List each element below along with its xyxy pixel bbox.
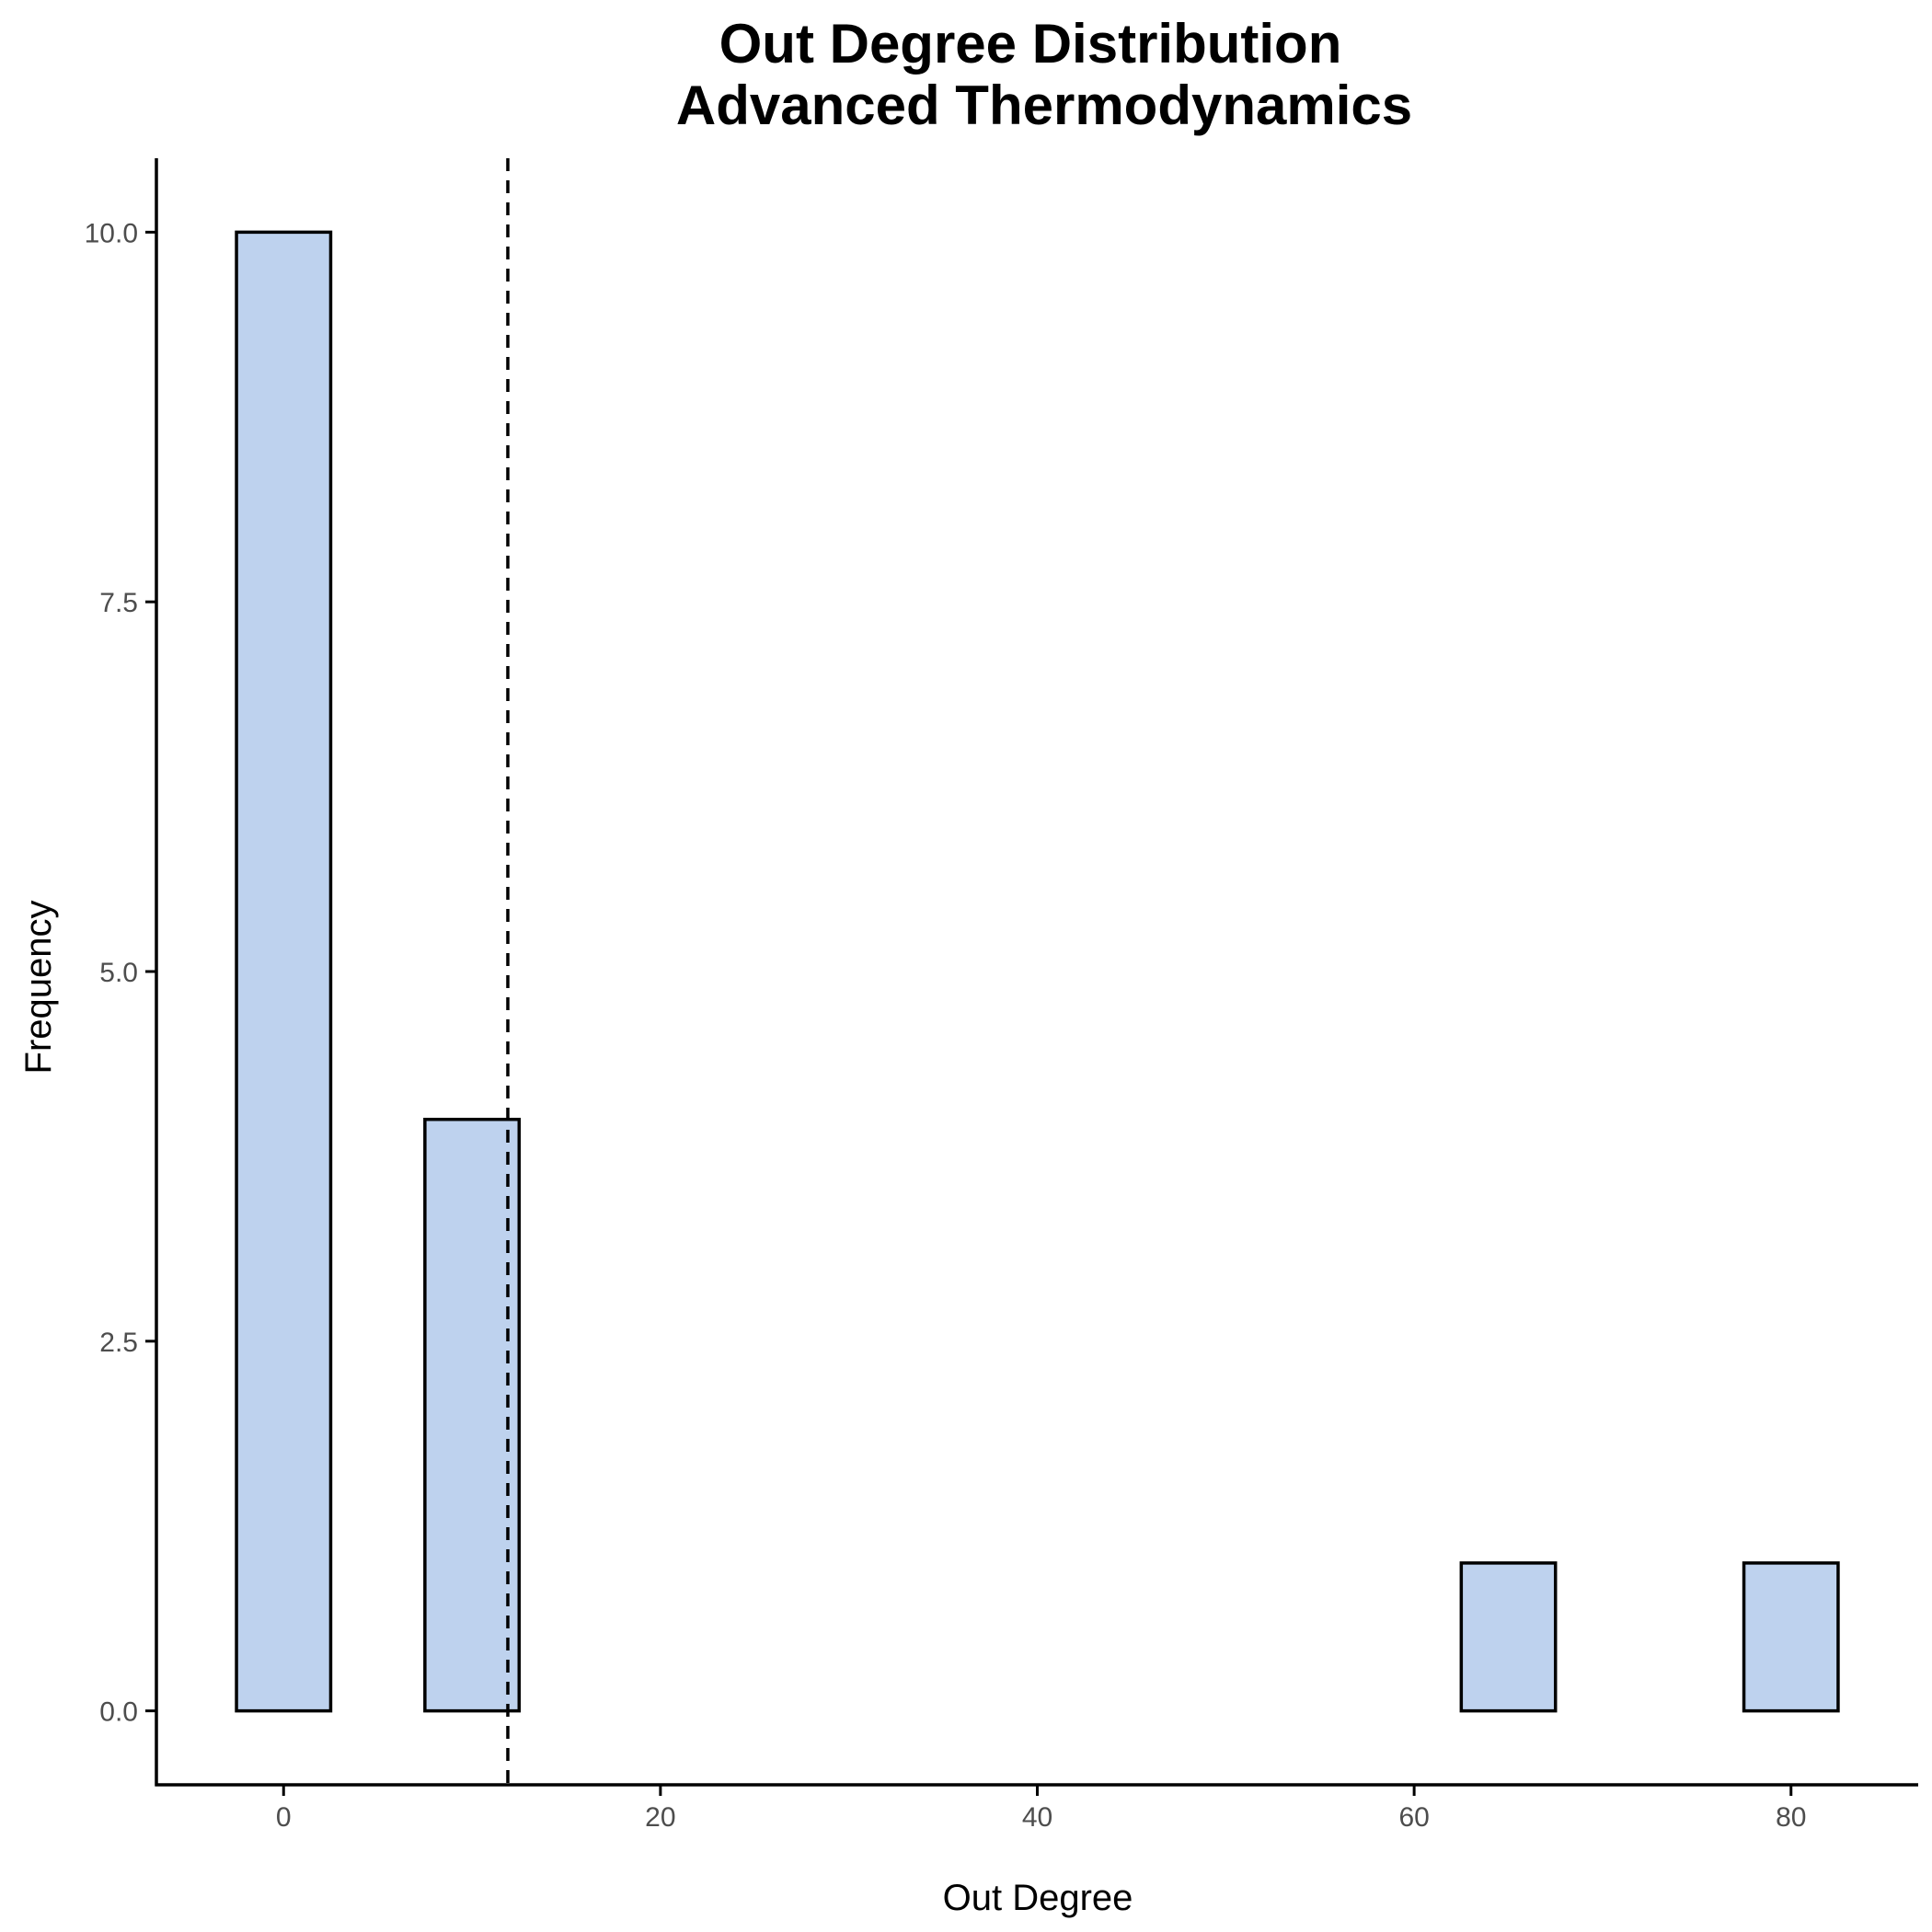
x-tick-label-1: 20 xyxy=(645,1802,675,1833)
y-tick-label-2: 5.0 xyxy=(99,958,138,988)
y-tick-label-3: 7.5 xyxy=(99,588,138,618)
y-tick-label-0: 0.0 xyxy=(99,1697,138,1728)
chart-title-line-1: Out Degree Distribution xyxy=(719,13,1342,75)
x-tick-label-4: 80 xyxy=(1776,1802,1806,1833)
histogram-bar-13 xyxy=(1459,1561,1558,1713)
y-axis-title: Frequency xyxy=(18,901,59,1075)
x-axis-title: Out Degree xyxy=(943,1878,1133,1918)
histogram-bar-2 xyxy=(423,1117,522,1713)
x-tick-label-0: 0 xyxy=(276,1802,292,1833)
bars-layer xyxy=(235,230,1840,1713)
x-tick-label-2: 40 xyxy=(1022,1802,1052,1833)
y-tick-label-1: 2.5 xyxy=(99,1328,138,1358)
histogram-bar-16 xyxy=(1742,1561,1840,1713)
y-tick-label-4: 10.0 xyxy=(85,218,138,248)
axes-layer: 0 20 40 60 80 0.0 2.5 5.0 7.5 10.0 xyxy=(85,158,1918,1833)
x-tick-label-3: 60 xyxy=(1398,1802,1429,1833)
chart-title-line-2: Advanced Thermodynamics xyxy=(676,75,1412,136)
histogram-bar-0 xyxy=(235,230,333,1713)
